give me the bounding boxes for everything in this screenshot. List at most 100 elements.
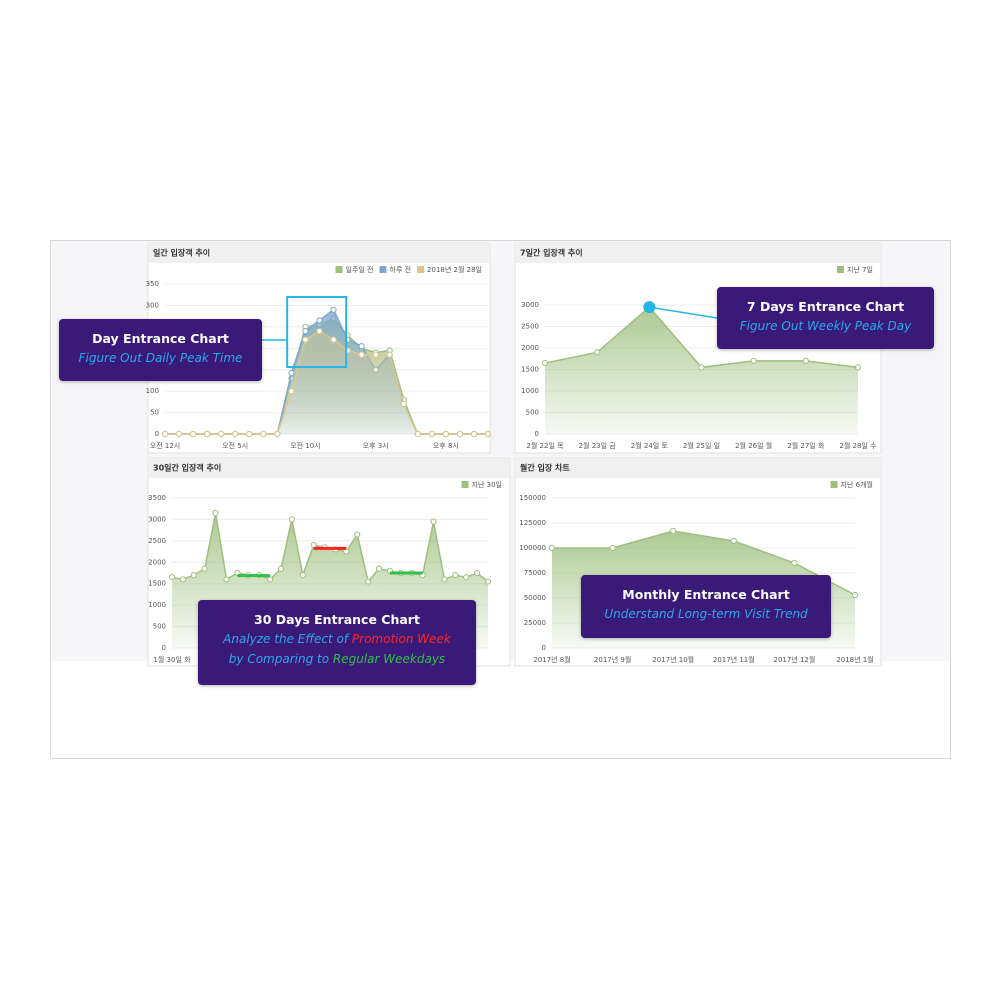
callout-text: by Comparing to [228,652,330,666]
callout-subtitle: Figure Out Weekly Peak Day [739,319,912,333]
callout-subtitle: Understand Long-term Visit Trend [604,607,808,621]
y-tick-label: 125000 [519,519,546,527]
point [358,351,365,358]
point [750,357,757,364]
x-tick-label: 오후 3시 [363,442,389,450]
panel-title: 7일간 입장객 추이 [520,248,583,258]
x-tick-label: 2월 24일 토 [631,441,669,450]
panel-title: 30일간 입장객 추이 [153,463,221,473]
point [802,357,809,364]
point [316,328,323,335]
point [470,430,478,438]
point [189,430,197,438]
area [165,331,488,434]
point [179,576,186,583]
point [609,544,616,552]
y-tick-label: 500 [153,623,166,631]
callout: 30 Days Entrance Chart Analyze the Effec… [198,600,476,685]
point [246,430,253,438]
callout-text: Regular Weekdays [332,652,446,666]
line [552,530,856,596]
x-tick-label: 오후 8시 [433,442,459,450]
point [212,509,219,517]
y-tick-label: 0 [162,644,166,652]
point [441,576,448,583]
point [161,430,169,438]
point [266,576,274,583]
point [730,537,737,545]
x-tick-label: 2018년 1월 [836,655,873,664]
highlight-dot [643,301,656,314]
legend-swatch [830,481,838,488]
point [299,572,306,579]
point [414,430,421,438]
point [428,430,435,438]
callout: 7 Days Entrance Chart Figure Out Weekly … [717,287,934,349]
point [386,351,393,358]
legend-label: 일주일 전 [346,265,374,274]
point [274,430,281,438]
x-tick-label: 2017년 10월 [652,655,694,664]
callout-title: 30 Days Entrance Chart [254,612,420,627]
y-tick-label: 300 [146,301,159,309]
x-tick-label: 오전 12시 [150,441,180,450]
point [791,559,798,567]
callout-title: Day Entrance Chart [92,331,229,346]
x-tick-label: 2월 23일 금 [579,441,617,450]
point [201,565,208,572]
connector [649,306,718,319]
point [204,430,211,438]
legend-swatch [335,266,343,273]
y-tick-label: 0 [542,644,546,652]
point [541,359,549,367]
y-tick-label: 0 [535,430,539,438]
legend-label: 지난 7일 [847,265,873,274]
callout: Monthly Entrance Chart Understand Long-t… [581,575,831,638]
legend-label: 지난 6개월 [841,480,873,489]
y-tick-label: 1000 [148,601,166,609]
y-tick-label: 2000 [148,558,166,566]
panel-header [515,458,881,478]
point [358,343,365,350]
y-tick-label: 3500 [148,494,166,502]
panel-header [148,458,510,478]
y-tick-label: 2000 [521,344,539,352]
x-tick-label: 2월 27일 화 [787,441,825,450]
x-tick-label: 2월 22일 목 [526,441,564,450]
highlight-box [286,296,348,368]
point [302,336,309,343]
point [190,572,197,579]
legend-swatch [379,266,387,273]
y-tick-label: 100000 [519,544,546,552]
y-tick-label: 25000 [524,619,546,627]
point [430,518,437,525]
callout-subtitle: Figure Out Daily Peak Time [78,351,243,365]
y-tick-label: 150000 [519,494,546,502]
legend-label: 하루 전 [390,265,412,274]
callout-text: Analyze the Effect of [223,632,349,646]
x-tick-label: 2017년 12월 [773,655,815,664]
y-tick-label: 2500 [148,537,166,545]
point [232,430,239,438]
y-tick-label: 350 [146,280,159,288]
legend-label: 2018년 2월 28일 [427,265,482,274]
x-tick-label: 2월 28일 수 [839,441,877,450]
y-tick-label: 75000 [524,569,546,577]
point [854,364,862,371]
point [354,531,361,538]
point [484,430,492,438]
point [463,574,470,581]
y-tick-label: 100 [146,387,159,395]
y-tick-label: 3000 [521,301,539,309]
point [288,516,295,523]
callout: Day Entrance Chart Figure Out Daily Peak… [59,319,262,381]
point [302,328,309,335]
point [548,544,556,552]
point [400,400,407,408]
point [372,351,379,358]
x-tick-label: 2017년 8월 [533,655,570,664]
y-tick-label: 1000 [521,387,539,395]
y-tick-label: 50 [150,409,159,417]
callout-title: Monthly Entrance Chart [622,587,790,602]
